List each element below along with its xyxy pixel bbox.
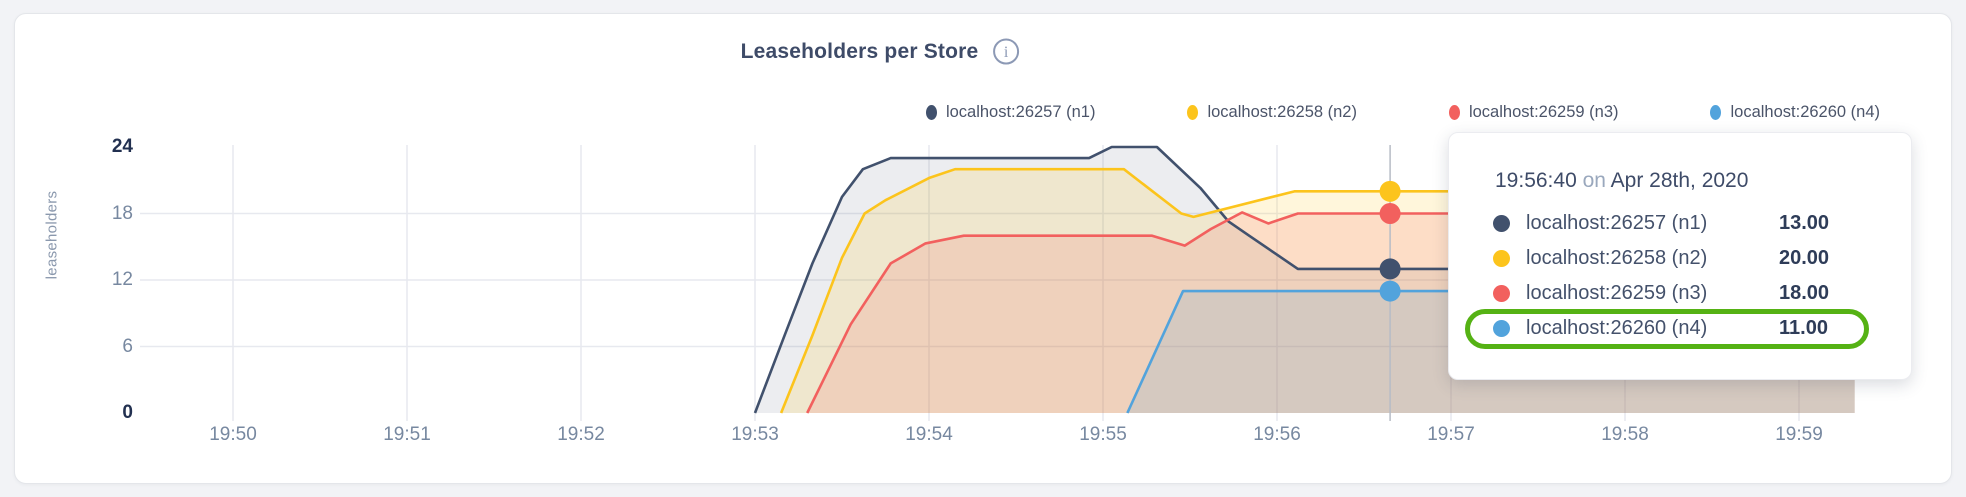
hover-dot-n4	[1379, 280, 1401, 302]
legend-label: localhost:26257 (n1)	[945, 103, 1096, 121]
y-tick-0: 0	[122, 402, 133, 423]
chart-legend: localhost:26257 (n1) localhost:26258 (n2)…	[925, 103, 1880, 122]
tooltip-connector: on	[1582, 169, 1606, 192]
annotation-highlight-ring	[1465, 309, 1869, 349]
legend-dot-icon	[1448, 105, 1460, 120]
tooltip-series-value: 13.00	[1779, 212, 1830, 234]
legend-dot-icon	[925, 105, 937, 120]
x-tick-19:51: 19:51	[383, 424, 431, 445]
y-tick-24: 24	[111, 136, 133, 157]
tooltip-series-dot-icon	[1493, 250, 1510, 267]
legend-label: localhost:26258 (n2)	[1207, 103, 1357, 121]
legend-label: localhost:26260 (n4)	[1730, 103, 1880, 121]
svg-text:i: i	[1004, 44, 1009, 61]
series-line-n2	[779, 167, 1855, 414]
tooltip-series-value: 20.00	[1779, 247, 1830, 269]
legend-item-n3[interactable]: localhost:26259 (n3)	[1448, 103, 1619, 122]
tooltip-series-dot-icon	[1493, 215, 1510, 232]
chart-header: Leaseholders per Store i	[741, 38, 1020, 65]
hover-tooltip: 19:56:40 on Apr 28th, 2020 localhost:262…	[1448, 132, 1912, 380]
tooltip-series-label: localhost:26258 (n2)	[1526, 247, 1708, 269]
y-tick-12: 12	[111, 269, 133, 290]
legend-item-n4[interactable]: localhost:26260 (n4)	[1710, 103, 1880, 122]
legend-label: localhost:26259 (n3)	[1468, 103, 1619, 121]
tooltip-series-value: 18.00	[1779, 282, 1830, 304]
info-icon[interactable]: i	[992, 38, 1019, 65]
legend-dot-icon	[1710, 105, 1722, 120]
x-tick-19:53: 19:53	[731, 424, 779, 445]
series-line-n3	[806, 211, 1855, 414]
tooltip-series-dot-icon	[1493, 285, 1510, 302]
tooltip-series-value: 11.00	[1779, 317, 1828, 339]
tooltip-time: 19:56:40	[1495, 169, 1577, 192]
tooltip-series-label: localhost:26259 (n3)	[1526, 282, 1708, 304]
tooltip-series-label: localhost:26260 (n4)	[1526, 317, 1708, 339]
hover-dot-n1	[1379, 258, 1401, 280]
tooltip-row-n3: localhost:26259 (n3) 18.00	[1449, 276, 1911, 311]
x-tick-19:54: 19:54	[905, 424, 953, 445]
x-tick-19:57: 19:57	[1427, 424, 1475, 445]
legend-dot-icon	[1187, 105, 1199, 120]
tooltip-row-n2: localhost:26258 (n2) 20.00	[1449, 241, 1911, 276]
tooltip-timestamp: 19:56:40 on Apr 28th, 2020	[1495, 169, 1748, 193]
x-tick-19:50: 19:50	[209, 424, 257, 445]
hover-dot-n2	[1379, 180, 1401, 202]
x-tick-19:55: 19:55	[1079, 424, 1127, 445]
x-tick-19:56: 19:56	[1253, 424, 1301, 445]
chart-title: Leaseholders per Store	[740, 39, 979, 63]
legend-item-n2[interactable]: localhost:26258 (n2)	[1187, 103, 1357, 122]
hover-dot-n3	[1379, 203, 1401, 225]
x-tick-19:59: 19:59	[1775, 424, 1823, 445]
y-tick-18: 18	[111, 202, 133, 224]
tooltip-row-n4-annotated: localhost:26260 (n4) 11.00	[1449, 311, 1911, 346]
tooltip-date: Apr 28th, 2020	[1610, 169, 1749, 192]
y-tick-6: 6	[122, 335, 133, 357]
x-tick-19:58: 19:58	[1601, 424, 1649, 445]
tooltip-row-n1: localhost:26257 (n1) 13.00	[1449, 206, 1911, 241]
legend-item-n1[interactable]: localhost:26257 (n1)	[925, 103, 1096, 122]
tooltip-series-dot-icon	[1493, 320, 1510, 337]
x-tick-19:52: 19:52	[557, 424, 605, 445]
series-line-n1	[753, 145, 1855, 414]
tooltip-series-label: localhost:26257 (n1)	[1526, 212, 1708, 234]
